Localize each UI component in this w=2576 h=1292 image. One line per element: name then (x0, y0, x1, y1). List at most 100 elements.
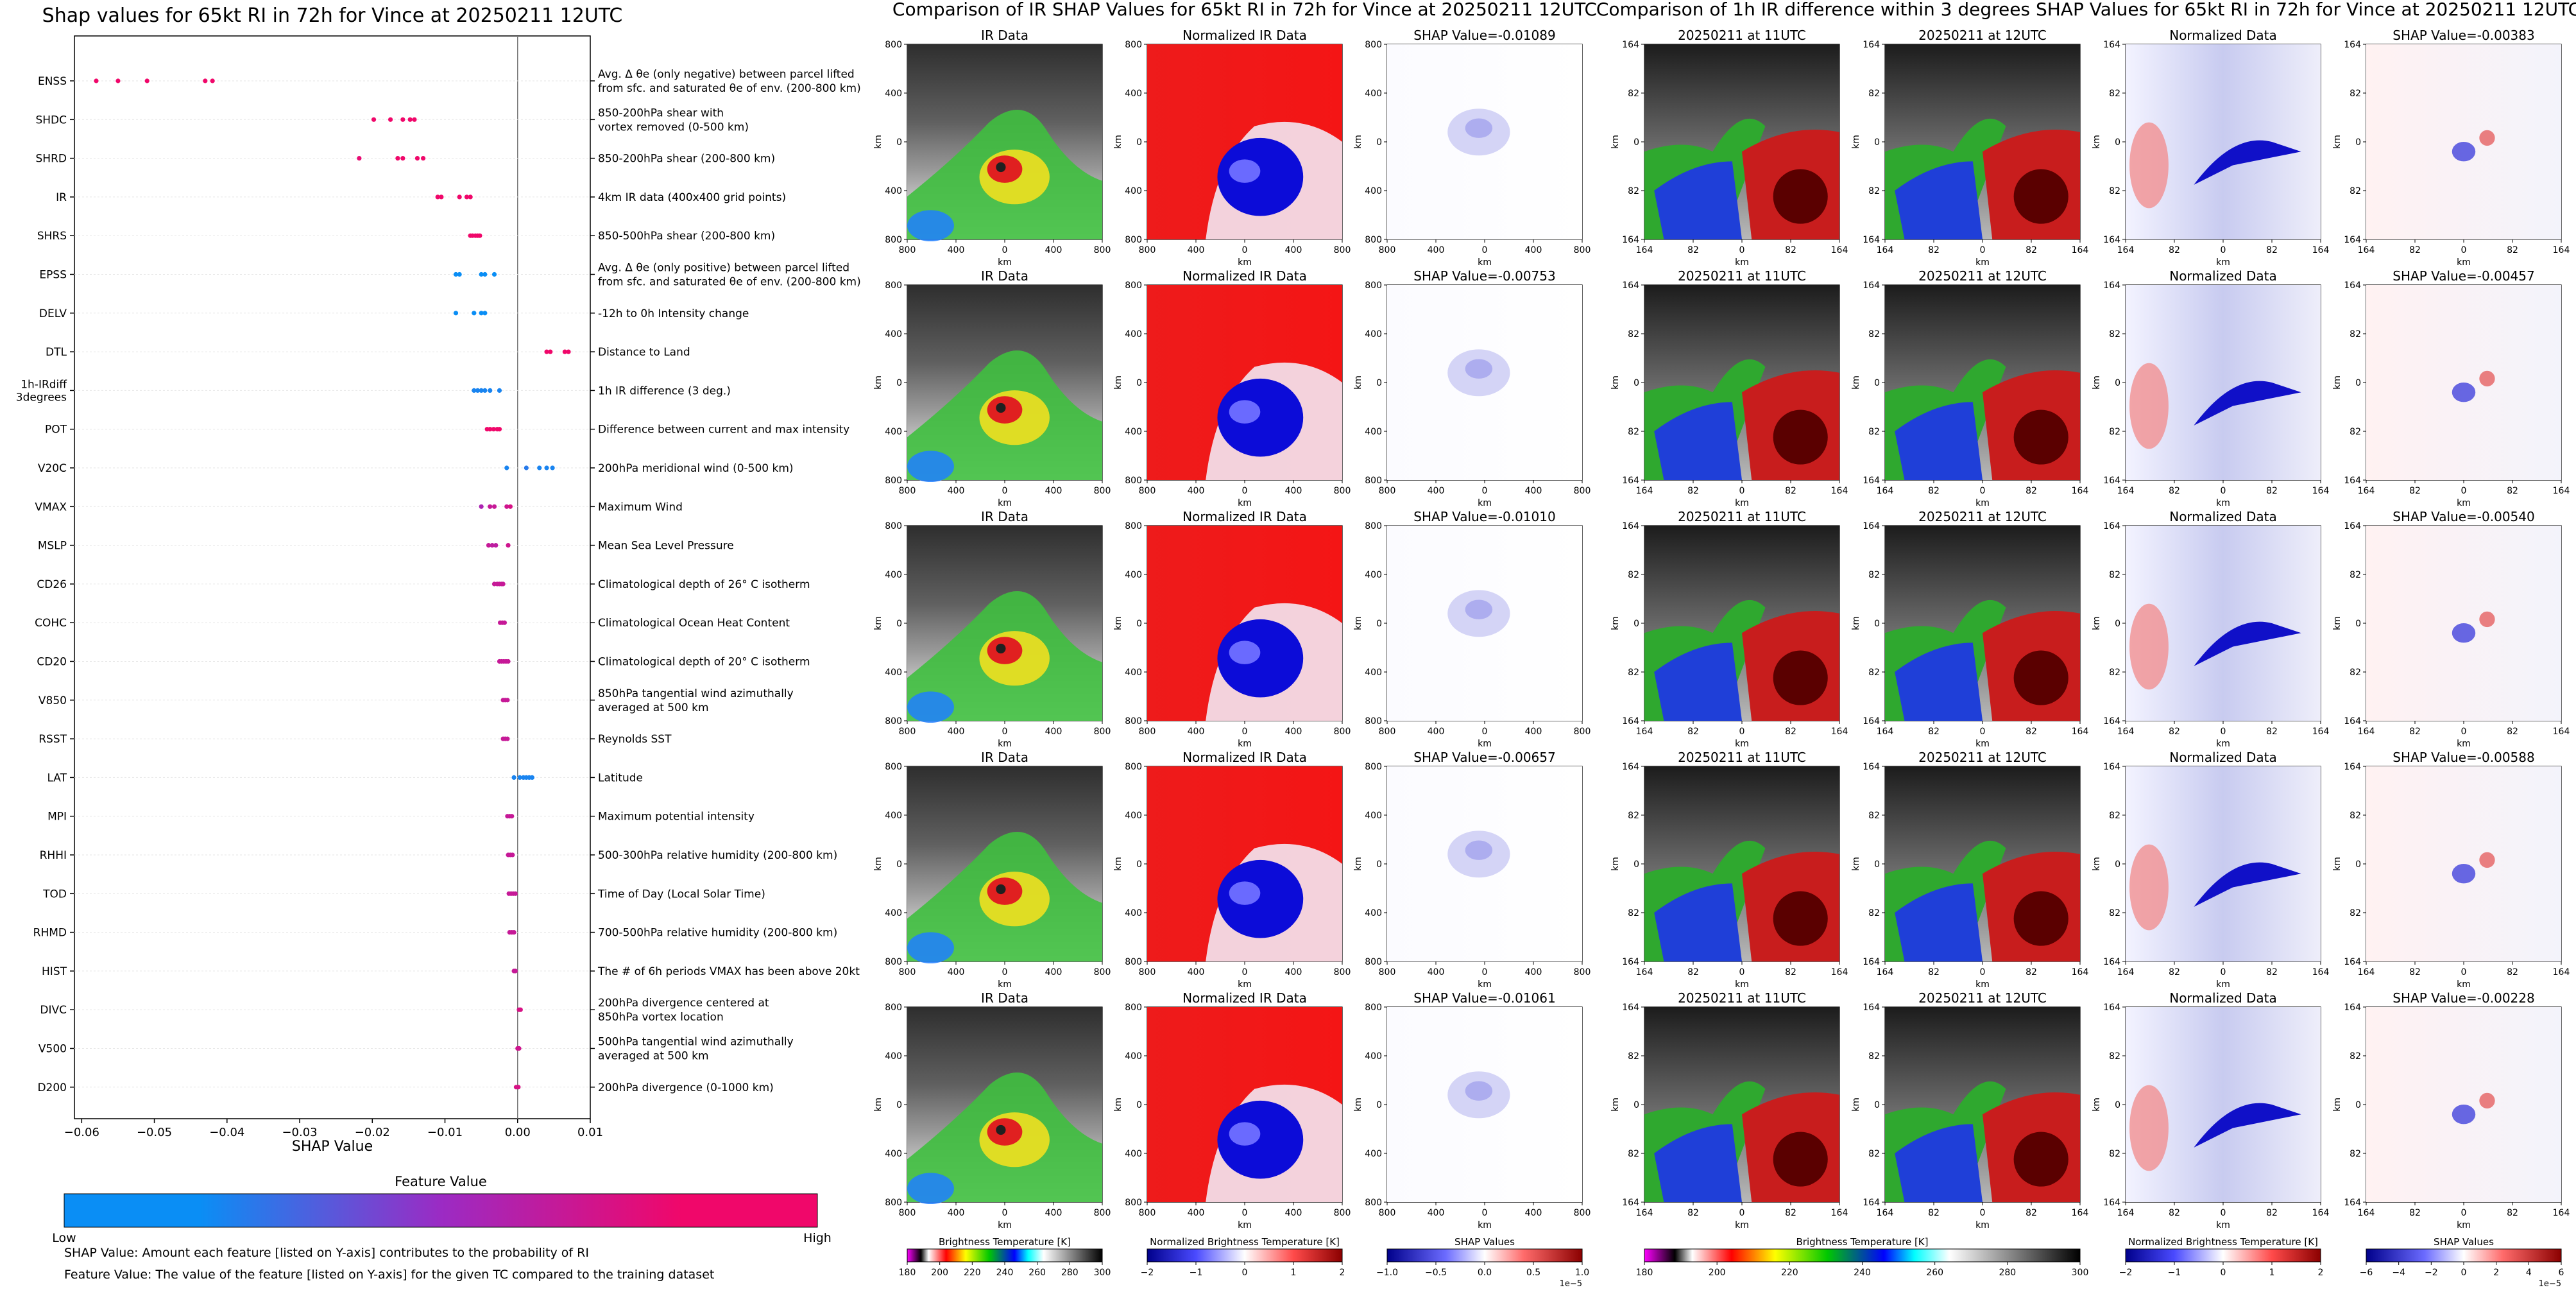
panel-y-tick-label: 800 (1125, 280, 1142, 291)
panel-x-axis-label: km (998, 979, 1012, 990)
panel-x-tick-label: 82 (2507, 967, 2518, 978)
feature-name-label: HIST (42, 965, 67, 978)
panel-x-tick-label: 0 (1980, 727, 1986, 737)
panel-title: 20250211 at 11UTC (1678, 990, 1806, 1006)
panel-y-tick-label: 164 (2344, 1003, 2361, 1013)
feature-name-label: LAT (47, 771, 67, 784)
panel-y-axis-label: km (873, 1098, 883, 1112)
satellite-dark-core (1773, 1132, 1828, 1187)
panel-x-tick-label: 164 (2117, 486, 2135, 496)
feature-description-label: 4km IR data (400x400 grid points) (598, 191, 786, 204)
panel-y-axis-label: km (1610, 857, 1621, 871)
panel-y-tick-label: 400 (1125, 89, 1142, 99)
panel-x-tick-label: 800 (1574, 245, 1591, 255)
feature-description-label: Climatological depth of 20° C isotherm (598, 656, 810, 669)
panel-title: 20250211 at 12UTC (1918, 509, 2047, 524)
panel-x-tick-label: 0 (1002, 1208, 1008, 1218)
feature-description-label: 200hPa divergence (0-1000 km) (598, 1081, 774, 1094)
colorbar-tick-label: 2 (2493, 1268, 2499, 1278)
panel-x-tick-label: 400 (1428, 727, 1445, 737)
panel-y-axis-label: km (2092, 135, 2102, 149)
feature-description-label: 500-300hPa relative humidity (200-800 km… (598, 849, 837, 862)
panel-y-tick-label: 82 (1868, 1051, 1880, 1062)
panel-y-tick-label: 82 (2109, 1149, 2120, 1159)
panel-y-tick-label: 800 (1365, 957, 1382, 967)
normalized-red-patch (2129, 122, 2169, 209)
colorbar-tick-label: 260 (1028, 1268, 1046, 1278)
panel-x-axis-label: km (1975, 979, 1990, 990)
panel-x-tick-label: 800 (1379, 1208, 1396, 1218)
panel-x-tick-label: 0 (1739, 967, 1745, 978)
panel-title: SHAP Value=-0.00588 (2393, 750, 2534, 765)
shap-point (518, 1007, 523, 1012)
colorbar-tick-label: 200 (1709, 1268, 1726, 1278)
panel-x-tick-label: 800 (899, 486, 916, 496)
shap-point (488, 504, 493, 509)
shap-point (479, 504, 484, 509)
panel-x-tick-label: 800 (1139, 486, 1156, 496)
feature-name-label: SHDC (35, 114, 67, 126)
panel-y-tick-label: 82 (1628, 811, 1639, 821)
panel-x-axis-label: km (1238, 257, 1252, 268)
satellite-dark-core (2013, 891, 2068, 946)
panel-y-tick-label: 82 (1628, 329, 1639, 340)
feature-description-label: 200hPa divergence centered at (598, 997, 769, 1010)
colorbar-tick-label: −2 (2425, 1268, 2438, 1278)
shap-point (497, 427, 502, 432)
panel-y-tick-label: 164 (2344, 1198, 2361, 1208)
panel-x-tick-label: 164 (2553, 727, 2570, 737)
feature-description-label: Difference between current and max inten… (598, 424, 849, 436)
satellite-blue-region (1654, 642, 1742, 721)
panel-x-tick-label: 800 (1379, 486, 1396, 496)
feature-name-label: CD26 (37, 578, 67, 591)
shap-point (544, 465, 549, 470)
panel-y-axis-label: km (2332, 857, 2342, 871)
panel-y-tick-label: 400 (1365, 668, 1382, 678)
panel-x-tick-label: 800 (1094, 486, 1111, 496)
panel-x-tick-label: 0 (1980, 486, 1986, 496)
panel-y-tick-label: 0 (2115, 619, 2120, 629)
colorbar-tick-label: 0 (2461, 1268, 2467, 1278)
panel-x-axis-label: km (2216, 979, 2230, 990)
panel-y-tick-label: 164 (1863, 476, 1880, 486)
panel-x-axis-label: km (1238, 979, 1252, 990)
feature-name-label: V850 (38, 694, 67, 707)
panel-title: 20250211 at 12UTC (1918, 990, 2047, 1006)
panel-x-tick-label: 400 (948, 486, 965, 496)
colorbar-tick-label: −4 (2392, 1268, 2405, 1278)
feature-description-label: 500hPa tangential wind azimuthally (598, 1036, 794, 1049)
panel-y-tick-label: 164 (1622, 521, 1639, 531)
satellite-blue-region (1895, 161, 1983, 239)
panel-y-tick-label: 0 (1633, 619, 1639, 629)
shap-point (479, 271, 484, 277)
panel-y-tick-label: 0 (2355, 137, 2361, 148)
panel-x-tick-label: 0 (2221, 967, 2226, 978)
panel-y-tick-label: 82 (1628, 668, 1639, 678)
x-tick-label: −0.03 (282, 1126, 317, 1139)
shap-point (550, 465, 555, 470)
panel-y-tick-label: 164 (2103, 40, 2120, 50)
panel-y-tick-label: 82 (1868, 811, 1880, 821)
panel-x-tick-label: 164 (2072, 967, 2089, 978)
panel-title: Normalized IR Data (1182, 990, 1307, 1006)
feature-name-label: MSLP (38, 540, 67, 553)
shap-point (482, 311, 488, 316)
panel-x-tick-label: 400 (1525, 967, 1542, 978)
normalized-blue-band (2194, 1103, 2301, 1148)
panel-y-tick-label: 164 (2103, 716, 2120, 727)
normalized-red-patch (2129, 844, 2169, 931)
shap-point (435, 194, 440, 200)
colorbar-high-label: High (803, 1231, 832, 1245)
panel-x-tick-label: 400 (1188, 245, 1205, 255)
panel-x-axis-label: km (2216, 498, 2230, 508)
colorbar-tick-label: 200 (931, 1268, 948, 1278)
panel-x-tick-label: 164 (2553, 967, 2570, 978)
shap-difference-red (2479, 611, 2495, 628)
panel-x-tick-label: 164 (2312, 1208, 2330, 1218)
panel-x-tick-label: 800 (1379, 967, 1396, 978)
panel-y-tick-label: 0 (1136, 619, 1142, 629)
panel-title: Normalized Data (2169, 28, 2277, 43)
shap-point (395, 156, 400, 161)
shap-point (475, 388, 481, 393)
panel-x-tick-label: 164 (1636, 486, 1653, 496)
